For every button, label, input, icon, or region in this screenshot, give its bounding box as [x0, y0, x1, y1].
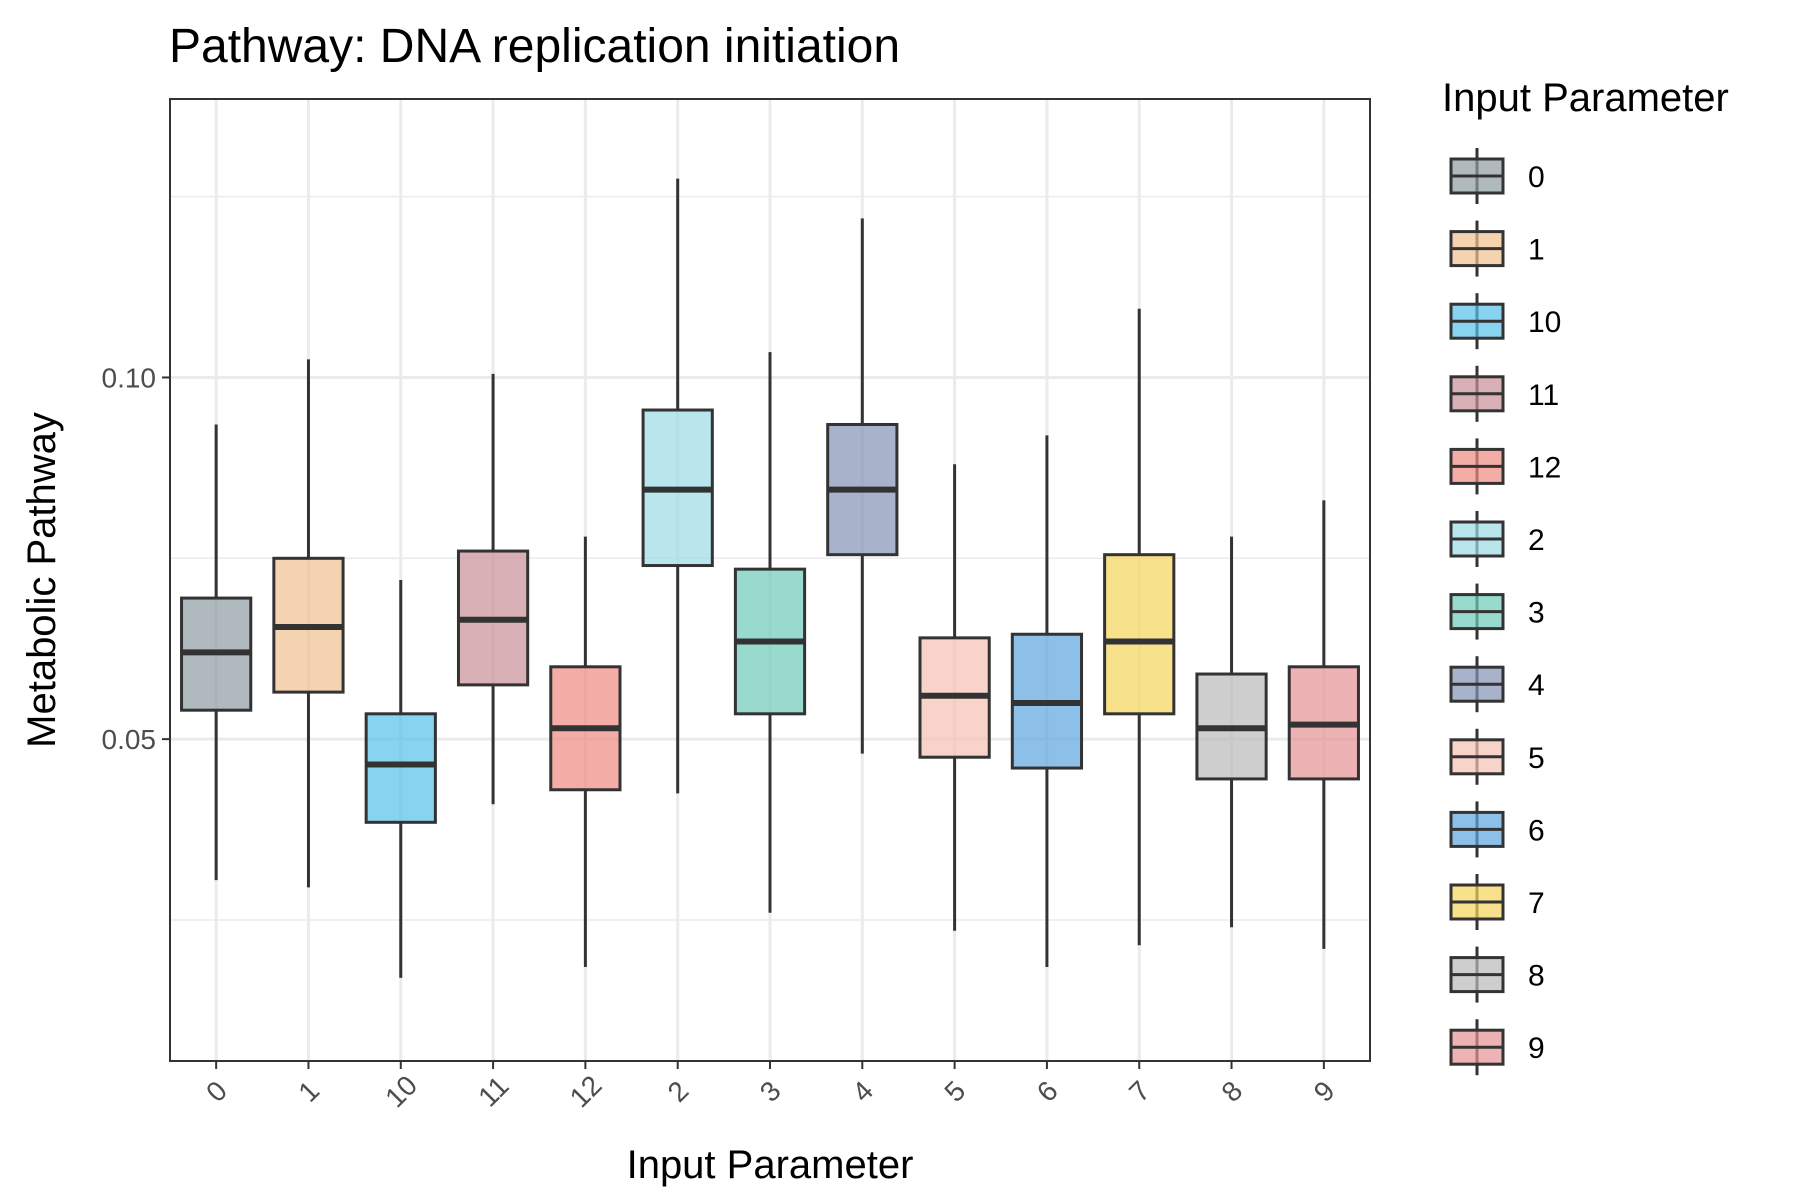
box-8 — [1195, 536, 1268, 928]
x-axis-title: Input Parameter — [627, 1143, 914, 1187]
box-2 — [641, 178, 714, 794]
legend-label: 3 — [1528, 597, 1545, 630]
box-11 — [456, 373, 530, 805]
legend-label: 0 — [1528, 161, 1545, 194]
y-tick-label: 0.10 — [102, 362, 157, 393]
legend-label: 12 — [1528, 451, 1561, 484]
legend-label: 2 — [1528, 524, 1545, 557]
legend-label: 9 — [1528, 1032, 1545, 1065]
box-12 — [549, 536, 622, 967]
legend-item-10: 10 — [1449, 293, 1561, 350]
box-6 — [1010, 435, 1084, 967]
legend-item-0: 0 — [1449, 148, 1545, 204]
legend-item-9: 9 — [1449, 1019, 1545, 1076]
legend-item-11: 11 — [1449, 365, 1559, 422]
box-10 — [364, 580, 437, 978]
box-1 — [272, 359, 345, 888]
legend-title: Input Parameter — [1442, 76, 1729, 120]
legend: Input Parameter 0 1 10 11 12 2 3 4 5 6 7 8 9 — [1442, 76, 1729, 1076]
legend-label: 7 — [1528, 887, 1545, 920]
box-series — [180, 178, 1360, 978]
y-tick-label: 0.05 — [102, 724, 157, 755]
legend-items: 0 1 10 11 12 2 3 4 5 6 7 8 9 — [1449, 148, 1561, 1076]
legend-item-3: 3 — [1449, 583, 1545, 640]
legend-item-2: 2 — [1449, 511, 1545, 567]
box-iqr — [364, 712, 437, 824]
box-iqr — [1103, 553, 1176, 716]
box-0 — [180, 424, 253, 881]
box-5 — [918, 464, 991, 931]
legend-item-5: 5 — [1449, 728, 1545, 785]
chart-title: Pathway: DNA replication initiation — [169, 20, 900, 73]
legend-item-7: 7 — [1449, 874, 1545, 930]
box-4 — [826, 218, 899, 754]
legend-label: 8 — [1528, 960, 1545, 993]
legend-label: 4 — [1528, 669, 1545, 702]
legend-item-8: 8 — [1449, 946, 1545, 1003]
box-9 — [1287, 500, 1360, 949]
legend-item-12: 12 — [1449, 438, 1561, 495]
legend-label: 1 — [1528, 234, 1545, 267]
legend-item-6: 6 — [1449, 801, 1545, 858]
box-3 — [733, 352, 807, 913]
y-axis: 0.05 0.10 — [102, 362, 170, 755]
box-7 — [1103, 308, 1176, 946]
legend-label: 11 — [1528, 379, 1559, 412]
legend-label: 6 — [1528, 814, 1545, 847]
legend-item-4: 4 — [1449, 656, 1545, 713]
legend-label: 5 — [1528, 742, 1545, 775]
legend-label: 10 — [1528, 306, 1561, 339]
legend-item-1: 1 — [1449, 220, 1545, 277]
y-axis-title: Metabolic Pathway — [20, 412, 64, 748]
